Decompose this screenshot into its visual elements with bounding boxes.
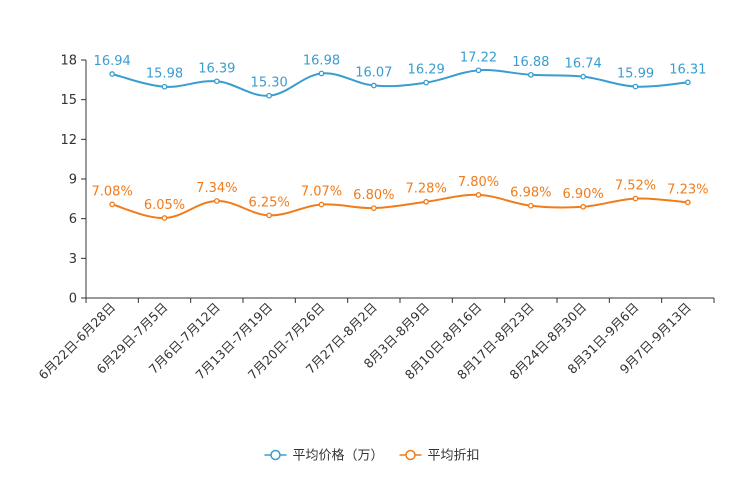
legend-item-1[interactable]: 平均折扣 [399, 449, 480, 464]
data-label: 15.98 [146, 67, 183, 82]
data-point[interactable] [370, 82, 377, 89]
data-label: 7.08% [92, 184, 133, 199]
y-tick-label: 3 [69, 252, 77, 267]
y-tick-label: 18 [60, 54, 77, 69]
data-label: 6.25% [249, 195, 290, 210]
data-point[interactable] [632, 195, 639, 202]
data-point[interactable] [266, 92, 273, 99]
data-point[interactable] [632, 83, 639, 90]
data-label: 16.74 [565, 57, 602, 72]
data-label: 6.98% [510, 186, 551, 201]
data-label: 16.88 [512, 55, 549, 70]
legend[interactable]: 平均价格（万） 平均折扣 [264, 448, 480, 464]
data-label: 16.07 [355, 66, 392, 81]
data-point[interactable] [684, 199, 691, 206]
data-point[interactable] [318, 70, 325, 77]
data-point[interactable] [161, 83, 168, 90]
legend-label: 平均价格（万） [292, 448, 383, 464]
data-point[interactable] [266, 212, 273, 219]
data-label: 7.28% [406, 182, 447, 197]
data-label: 16.29 [408, 63, 445, 78]
data-label: 6.05% [144, 198, 185, 213]
data-label: 7.34% [196, 181, 237, 196]
data-point[interactable] [423, 79, 430, 86]
data-label: 16.39 [198, 61, 235, 76]
data-point[interactable] [370, 205, 377, 211]
data-label: 7.80% [458, 175, 499, 190]
data-label: 6.80% [353, 188, 394, 203]
data-point[interactable] [161, 215, 168, 221]
data-point[interactable] [475, 67, 482, 74]
data-point[interactable] [213, 198, 220, 204]
legend-label: 平均折扣 [428, 449, 480, 464]
data-point[interactable] [527, 202, 534, 209]
data-label: 7.52% [615, 179, 656, 194]
data-point[interactable] [213, 78, 220, 85]
data-label: 17.22 [460, 50, 497, 65]
data-point[interactable] [423, 198, 430, 205]
y-tick-label: 6 [69, 212, 77, 227]
legend-marker-icon [405, 449, 416, 461]
data-label: 7.07% [301, 185, 342, 200]
data-point[interactable] [109, 201, 116, 208]
data-point[interactable] [580, 203, 587, 210]
data-label: 7.23% [667, 182, 708, 197]
legend-item-0[interactable]: 平均价格（万） [264, 448, 384, 464]
data-label: 6.90% [563, 187, 604, 202]
data-point[interactable] [109, 71, 116, 77]
data-point[interactable] [684, 79, 691, 86]
data-labels: 16.94 15.98 16.39 15.30 16.98 16.07 16.29 17.22… [92, 50, 709, 213]
axes: 03691215186月22日-6月28日6月29日-7月5日7月6日-7月12… [35, 54, 715, 382]
data-label: 16.98 [303, 53, 340, 68]
data-point[interactable] [527, 71, 534, 78]
series-line-1 [111, 193, 688, 220]
series-layer [109, 67, 691, 221]
y-tick-label: 15 [60, 93, 77, 108]
y-tick-label: 0 [69, 292, 77, 307]
legend-marker-icon [270, 449, 281, 461]
data-point[interactable] [580, 73, 587, 80]
data-label: 15.99 [617, 67, 654, 82]
y-tick-label: 9 [69, 173, 77, 188]
data-label: 16.94 [94, 54, 131, 69]
data-label: 16.31 [669, 62, 706, 77]
y-tick-label: 12 [60, 133, 77, 148]
data-label: 15.30 [251, 76, 288, 91]
data-point[interactable] [318, 201, 325, 208]
series-line-0 [111, 69, 688, 97]
data-point[interactable] [475, 192, 482, 198]
